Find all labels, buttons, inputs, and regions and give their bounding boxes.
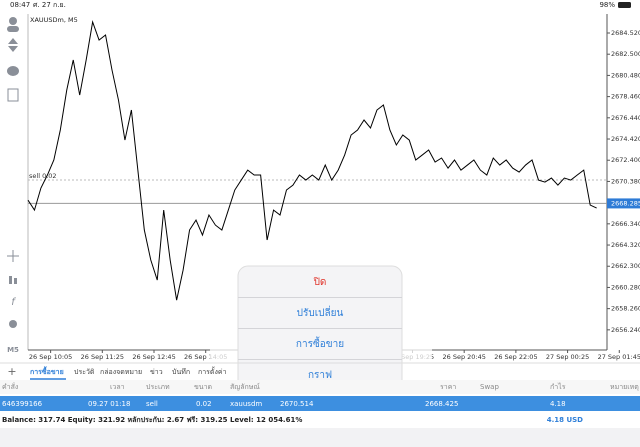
price-tag (607, 198, 640, 209)
bottom-panel: + การซื้อขาย ประวัติ กล่องจดหมาย ข่าว บันทึกก… (0, 362, 640, 447)
chart-title: XAUUSDm, M5 (30, 16, 78, 24)
cell: 4.18 (550, 400, 566, 408)
chart: 2684.520 2682.500 2680.480 2678.460 2676.440… (27, 20, 640, 361)
tab[interactable]: บันทึก (172, 367, 190, 376)
menu-item[interactable]: ปรับเปลี่ยน (297, 305, 344, 319)
column-header: ขนาด (194, 383, 212, 391)
price-tag-label: 2668.285 (611, 199, 640, 207)
footer (0, 428, 640, 447)
chat-icon[interactable] (7, 66, 19, 76)
x-tick-label: 27 Sep 00:25 (546, 353, 589, 361)
x-tick-label: 27 Sep 01:45 (598, 353, 640, 361)
x-tick-label: 26 Sep 14:05 (184, 353, 227, 361)
account-icon-body (7, 26, 19, 32)
tab[interactable]: การตั้งค่า (198, 365, 227, 376)
tab[interactable]: ข่าว (150, 368, 163, 376)
tab[interactable]: กล่องจดหมาย (100, 368, 142, 376)
cell: sell (146, 400, 158, 408)
battery-icon (618, 2, 631, 8)
x-tick-label: 26 Sep 10:05 (29, 353, 72, 361)
objects-icon[interactable] (9, 320, 17, 328)
column-header: สัญลักษณ์ (230, 383, 260, 391)
status-battery: 98% (599, 1, 615, 9)
order-line-label: sell 0.02 (29, 172, 57, 180)
indicator-icon[interactable]: f (11, 297, 16, 308)
x-tick-label: 26 Sep 11:25 (81, 353, 124, 361)
menu-item[interactable]: กราฟ (308, 370, 332, 381)
tab[interactable]: การซื้อขาย (30, 365, 64, 376)
column-header: Swap (480, 383, 499, 391)
y-tick-label: 2664.320 (611, 241, 640, 249)
bars-icon-2 (14, 278, 17, 284)
trade-icon[interactable] (8, 38, 18, 52)
y-tick-label: 2658.260 (611, 305, 640, 313)
column-header: ประเภท (146, 383, 170, 391)
y-tick-label: 2684.520 (611, 29, 640, 37)
left-toolbar: f (7, 17, 19, 328)
y-tick-label: 2670.380 (611, 177, 640, 185)
y-tick-label: 2672.400 (611, 156, 640, 164)
order-row[interactable] (0, 396, 640, 411)
column-header: หมายเหตุ (610, 383, 639, 391)
header-row (0, 380, 640, 394)
y-tick-label: 2678.460 (611, 93, 640, 101)
status-time: 08:47 (10, 1, 30, 9)
balance: Balance: 317.74 Equity: 321.92 หลักประกั… (2, 416, 302, 424)
cell: 09.27 01:18 (88, 400, 130, 408)
status-date: ศ. 27 ก.ย. (33, 1, 66, 9)
column-header: เวลา (110, 383, 125, 391)
price-line (27, 20, 597, 301)
cell: xauusdm (230, 400, 262, 408)
menu-item[interactable]: ปิด (313, 277, 326, 288)
y-tick-label: 2662.300 (611, 262, 640, 270)
y-tick-label: 2676.440 (611, 114, 640, 122)
y-tick-label: 2682.500 (611, 50, 640, 58)
cell: 2670.514 (280, 400, 314, 408)
tab[interactable]: ประวัติ (74, 368, 95, 376)
y-tick-label: 2656.240 (611, 326, 640, 334)
y-tick-label: 2680.480 (611, 71, 640, 79)
y-tick-label: 2674.420 (611, 135, 640, 143)
new-chart-icon[interactable] (7, 88, 19, 102)
y-tick-label: 2660.280 (611, 283, 640, 291)
cell: 0.02 (196, 400, 212, 408)
timeframe-button[interactable]: M5 (7, 346, 19, 354)
column-header: ราคา (440, 383, 456, 391)
x-tick-label: 26 Sep 20:45 (442, 353, 485, 361)
column-header: คำสั่ง (2, 382, 18, 391)
cell: 2668.425 (425, 400, 458, 408)
balance-row (0, 412, 640, 427)
bars-icon[interactable] (9, 276, 12, 284)
x-tick-label: 26 Sep 12:45 (132, 353, 175, 361)
cell: 646399166 (2, 400, 43, 408)
menu-item[interactable]: การซื้อขาย (296, 336, 344, 350)
column-header: กำไร (550, 382, 566, 391)
crosshair-icon[interactable] (7, 250, 19, 262)
account-icon[interactable] (9, 17, 17, 25)
y-tick-label: 2666.340 (611, 220, 640, 228)
add-button[interactable]: + (7, 365, 16, 378)
x-tick-label: 26 Sep 22:05 (494, 353, 537, 361)
total-profit: 4.18 USD (547, 416, 583, 424)
